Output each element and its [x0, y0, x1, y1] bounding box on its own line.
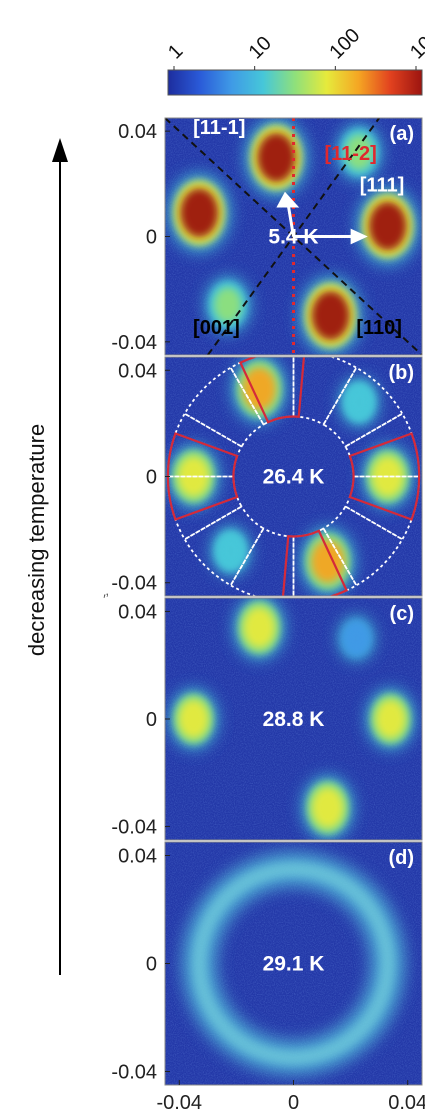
bragg-peak — [211, 526, 251, 576]
sector-outline — [166, 475, 243, 541]
colorbar-gradient — [167, 69, 423, 96]
temperature-label: 29.1 K — [263, 953, 325, 976]
x-tick-label: -0.04 — [156, 1092, 202, 1114]
miller-index-label: [11-1] — [193, 117, 245, 139]
sector-outline — [344, 412, 421, 478]
colorbar-tick-label: 1000 — [406, 17, 425, 64]
diffraction-ring-core — [192, 862, 395, 1065]
colorbar: 1 10 100 1000 — [164, 17, 425, 96]
y-tick-label: -0.04 — [111, 817, 157, 839]
miller-index-label: [110] — [356, 317, 402, 339]
temperature-label: 26.4 K — [263, 466, 325, 489]
panel-a: [11-1] [11-2] [111] [001] [110] 5.4 K (a) 0.04 0… — [111, 117, 423, 356]
y-axis-label: decreasing temperature — [24, 424, 49, 656]
bragg-peak — [366, 688, 415, 750]
miller-index-label: [11-2] — [324, 143, 376, 165]
x-axis-ticks: -0.04 0 0.04 — [156, 1080, 425, 1114]
y-tick-label: -0.04 — [111, 573, 157, 595]
y-tick-label: 0.04 — [118, 360, 157, 382]
miller-index-label: [001] — [193, 317, 240, 339]
colorbar-tick-label: 1 — [164, 40, 187, 63]
y-tick-label: 0 — [146, 467, 157, 489]
bragg-peak — [168, 173, 231, 252]
panel-a-overlays: [11-1] [11-2] [111] [001] [110] — [165, 117, 422, 355]
sector-outline — [322, 505, 404, 587]
colorbar-tick-label: 10 — [245, 32, 276, 63]
bragg-peak — [302, 775, 354, 840]
miller-index-label: [111] — [360, 175, 404, 197]
bragg-peak — [356, 187, 419, 265]
bragg-peak — [339, 377, 379, 427]
x-tick-label: 0.04 — [388, 1092, 425, 1114]
temperature-label: 28.8 K — [263, 708, 325, 731]
bragg-peak — [169, 688, 218, 750]
integration-sectors — [166, 357, 421, 596]
y-tick-label: -0.04 — [111, 1062, 157, 1084]
sector-outline — [229, 357, 295, 426]
sector-outline — [183, 505, 265, 587]
sector-outline — [322, 366, 404, 448]
y-tick-label: -0.04 — [111, 332, 157, 354]
y-tick-label: 0.04 — [118, 601, 157, 623]
y-tick-label: 0.04 — [118, 121, 157, 143]
x-tick-label: 0 — [288, 1092, 299, 1114]
arrow-head-icon — [276, 191, 300, 208]
sector-highlight — [238, 357, 306, 424]
y-tick-label: 0 — [146, 709, 157, 731]
y-tick-label: 0 — [146, 954, 157, 976]
bragg-peak — [336, 124, 382, 181]
sector-outline — [292, 527, 358, 596]
bragg-peak — [338, 615, 375, 661]
y-tick-label: 0 — [146, 227, 157, 249]
bragg-peak — [245, 118, 308, 197]
panel-letter: (b) — [388, 362, 414, 384]
panel-letter: (c) — [390, 603, 414, 625]
panels: [11-1] [11-2] [111] [001] [110] 5.4 K (a) 0.04 0… — [111, 117, 423, 1086]
panel-letter: (a) — [390, 123, 414, 145]
panel-c: 28.8 K (c) 0.04 0 -0.04 — [111, 597, 423, 841]
panel-b: 26.4 K (b) 0.04 0 -0.04 — [111, 356, 423, 597]
sector-highlight — [166, 432, 239, 521]
sector-outline — [183, 366, 265, 448]
sector-highlight — [281, 529, 349, 596]
side-mark: ′ʼ — [103, 591, 109, 607]
bragg-peak — [233, 598, 285, 660]
bragg-peak — [205, 276, 251, 334]
arrow-11-1 — [286, 202, 295, 237]
colorbar-tick-label: 100 — [325, 24, 364, 63]
arrow-head-icon — [52, 138, 68, 162]
temperature-arrow — [52, 138, 68, 975]
panel-letter: (d) — [388, 847, 414, 869]
y-tick-label: 0.04 — [118, 846, 157, 868]
sector-highlight — [348, 432, 421, 521]
colorbar-ticks: 1 10 100 1000 — [164, 17, 425, 70]
bragg-peak — [299, 276, 362, 355]
panel-d: 29.1 K (d) 0.04 0 -0.04 — [111, 841, 423, 1086]
temperature-label: 5.4 K — [268, 226, 318, 249]
arrow-head-icon — [350, 228, 368, 245]
